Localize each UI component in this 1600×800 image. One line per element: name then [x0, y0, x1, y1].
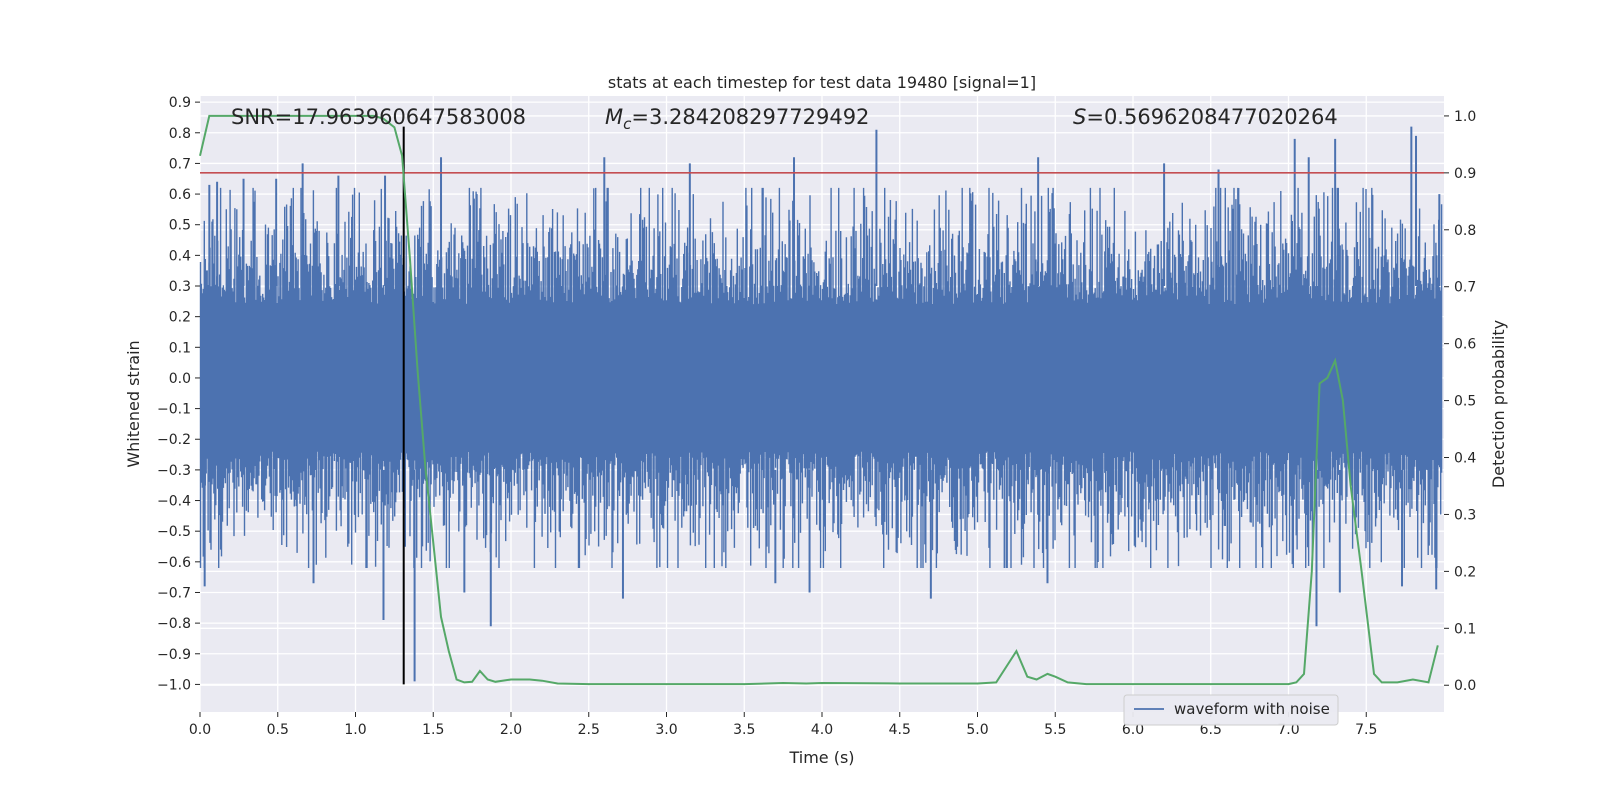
y-left-tick-label-8: 0.1	[169, 340, 191, 356]
x-tick-label-2: 1.0	[344, 722, 366, 738]
markers	[200, 126, 1444, 685]
x-tick-label-15: 7.5	[1355, 722, 1377, 738]
annotation-snr: SNR=17.963960647583008	[231, 105, 526, 129]
legend: waveform with noise	[1123, 694, 1339, 726]
y-right-tick-label-1: 0.9	[1454, 166, 1476, 182]
x-tick-label-9: 4.5	[889, 722, 911, 738]
x-tick-label-11: 5.5	[1044, 722, 1066, 738]
annotation-chirp-mass-label: M	[605, 105, 623, 129]
y-left-tick-label-12: −0.3	[157, 463, 191, 479]
y-axis-right-label: Detection probability	[1489, 320, 1508, 488]
y-right-tick-label-6: 0.4	[1454, 451, 1476, 467]
waveform-series	[199, 126, 1443, 682]
y-left-tick-label-1: 0.8	[169, 126, 191, 142]
x-tick-label-5: 2.5	[578, 722, 600, 738]
y-left-tick-label-11: −0.2	[157, 432, 191, 448]
legend-label-waveform: waveform with noise	[1174, 700, 1330, 718]
y-left-tick-label-15: −0.6	[157, 555, 191, 571]
chart-title: stats at each timestep for test data 194…	[608, 73, 1036, 92]
y-left-tick-label-13: −0.4	[157, 494, 191, 510]
y-left-tick-label-10: −0.1	[157, 402, 191, 418]
y-left-tick-label-19: −1.0	[157, 677, 191, 693]
x-tick-label-3: 1.5	[422, 722, 444, 738]
annotation-chirp-mass: Mc=3.284208297729492	[605, 105, 869, 133]
y-right-tick-label-9: 0.1	[1454, 621, 1476, 637]
y-right-tick-label-5: 0.5	[1454, 394, 1476, 410]
y-left-tick-label-5: 0.4	[169, 248, 191, 264]
y-right-tick-label-4: 0.6	[1454, 337, 1476, 353]
annotation-snr-label: SNR	[231, 105, 275, 129]
y-left-tick-label-9: 0.0	[169, 371, 191, 387]
y-left-tick-label-4: 0.5	[169, 218, 191, 234]
x-tick-label-8: 4.0	[811, 722, 833, 738]
annotation-chirp-mass-value: =3.284208297729492	[631, 105, 869, 129]
legend-box	[1123, 694, 1339, 726]
x-tick-label-10: 5.0	[966, 722, 988, 738]
y-left-tick-label-18: −0.9	[157, 647, 191, 663]
y-right-tick-label-3: 0.7	[1454, 280, 1476, 296]
y-right-tick-label-10: 0.0	[1454, 678, 1476, 694]
y-left-tick-label-3: 0.6	[169, 187, 191, 203]
y-left-tick-label-17: −0.8	[157, 616, 191, 632]
x-tick-label-1: 0.5	[267, 722, 289, 738]
annotation-snr-value: =17.963960647583008	[275, 105, 526, 129]
annotation-chirp-mass-subscript: c	[623, 115, 632, 133]
y-axis-right: 1.0 0.9 0.8 0.7 0.6 0.5 0.4 0.3 0.2 0.1 0.0	[1444, 109, 1476, 694]
y-left-tick-label-0: 0.9	[169, 95, 191, 111]
waveform-trace	[199, 187, 1443, 568]
annotation-s-label: S	[1073, 105, 1086, 129]
y-left-tick-label-7: 0.2	[169, 310, 191, 326]
y-right-tick-label-8: 0.2	[1454, 564, 1476, 580]
x-tick-label-14: 7.0	[1277, 722, 1299, 738]
y-left-tick-label-16: −0.7	[157, 585, 191, 601]
y-left-tick-label-2: 0.7	[169, 156, 191, 172]
x-tick-label-0: 0.0	[189, 722, 211, 738]
probability-series	[199, 114, 1439, 686]
x-tick-label-6: 3.0	[655, 722, 677, 738]
x-tick-label-7: 3.5	[733, 722, 755, 738]
annotation-s-value: =0.5696208477020264	[1086, 105, 1337, 129]
y-left-tick-label-6: 0.3	[169, 279, 191, 295]
y-right-tick-label-0: 1.0	[1454, 109, 1476, 125]
x-tick-label-12: 6.0	[1122, 722, 1144, 738]
x-axis-label: Time (s)	[788, 748, 854, 767]
x-tick-label-13: 6.5	[1200, 722, 1222, 738]
y-left-tick-label-14: −0.5	[157, 524, 191, 540]
y-axis-left-label: Whitened strain	[124, 340, 143, 467]
annotation-s: S=0.5696208477020264	[1073, 105, 1338, 129]
x-tick-label-4: 2.0	[500, 722, 522, 738]
y-right-tick-label-7: 0.3	[1454, 507, 1476, 523]
detection-probability-line	[199, 114, 1439, 686]
y-right-tick-label-2: 0.8	[1454, 223, 1476, 239]
y-axis-left: 0.9 0.8 0.7 0.6 0.5 0.4 0.3 0.2 0.1 0.0 −0.1 −0.2 −0…	[157, 95, 200, 693]
x-axis: 0.0 0.5 1.0 1.5 2.0 2.5 3.0 3.5 4.0 4.5 5.0 5.5 6.0 6…	[189, 712, 1377, 738]
